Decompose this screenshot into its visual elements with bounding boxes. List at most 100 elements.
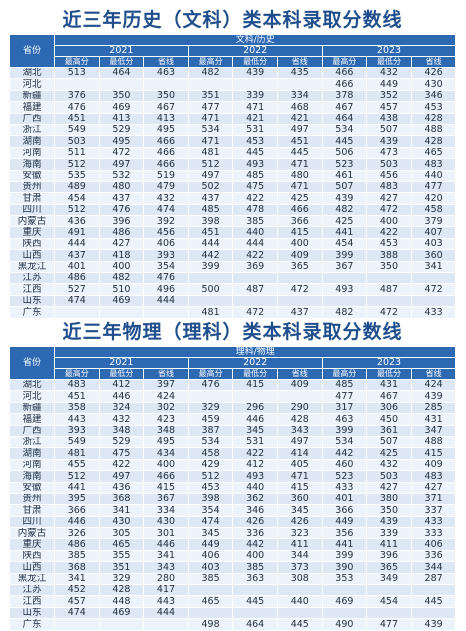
score-cell: 534	[321, 123, 368, 137]
score-cell: 427	[366, 192, 412, 205]
score-cell	[276, 78, 323, 91]
score-cell: 497	[98, 470, 145, 483]
score-cell: 511	[54, 146, 100, 160]
score-cell: 482	[321, 306, 368, 319]
score-cell: 529	[98, 435, 145, 449]
score-cell: 445	[276, 146, 323, 160]
score-cell: 475	[232, 180, 278, 194]
score-cell: 464	[98, 66, 145, 80]
score-cell: 476	[54, 101, 100, 114]
table-row: 广东 481 472 437 482 472 433	[9, 306, 457, 319]
table-row: 湖北 483 412 397 476 415 409 485 431 424	[9, 378, 457, 392]
score-cell: 403	[187, 561, 234, 574]
table-row: 广西 393 348 348 387 345 343 399 361 347	[9, 424, 457, 437]
subheader-cell: 最高分	[54, 56, 100, 68]
score-cell	[187, 272, 234, 285]
score-cell: 529	[98, 123, 145, 137]
province-header: 省份	[9, 34, 55, 68]
score-cell: 491	[54, 226, 100, 239]
score-cell: 437	[98, 192, 145, 205]
score-cell: 437	[54, 249, 100, 262]
score-cell: 512	[54, 158, 100, 171]
score-cell: 453	[232, 135, 278, 148]
score-cell: 334	[143, 504, 189, 517]
score-cell: 428	[276, 413, 323, 426]
score-cell: 472	[276, 283, 323, 296]
score-cell: 476	[187, 378, 234, 392]
score-cell: 449	[321, 515, 368, 529]
score-cell	[321, 294, 368, 308]
table-row: 河北 451 446 424 477 467 439	[9, 390, 457, 403]
score-cell: 407	[410, 226, 457, 239]
score-cell: 471	[232, 101, 278, 114]
score-cell	[187, 78, 234, 91]
score-cell: 506	[321, 146, 368, 160]
score-cell: 456	[143, 226, 189, 239]
score-cell: 451	[187, 226, 234, 239]
score-cell	[143, 78, 189, 91]
table-row: 安徽 441 436 415 453 440 415 433 427 427	[9, 481, 457, 494]
province-cell: 江西	[9, 283, 55, 296]
score-cell: 403	[410, 237, 457, 251]
score-cell: 326	[54, 527, 100, 540]
score-cell: 365	[366, 561, 412, 574]
score-cell: 296	[232, 401, 278, 415]
score-cell: 466	[321, 78, 368, 91]
score-cell: 453	[187, 481, 234, 494]
subheader-cell: 最高分	[54, 368, 100, 380]
score-cell: 442	[321, 447, 368, 460]
table-row: 内蒙古 436 396 392 398 385 366 425 400 379	[9, 215, 457, 228]
score-cell: 409	[276, 378, 323, 392]
province-cell: 山西	[9, 561, 55, 574]
score-cell: 346	[410, 89, 457, 103]
physics-table-body: 湖北 483 412 397 476 415 409 485 431 424 河北 451 446 424…	[9, 378, 457, 631]
score-cell: 471	[187, 135, 234, 148]
score-cell: 482	[187, 66, 234, 80]
score-cell: 422	[366, 226, 412, 239]
score-cell: 425	[276, 192, 323, 205]
score-cell: 468	[276, 101, 323, 114]
score-cell: 432	[366, 66, 412, 80]
score-cell: 535	[54, 169, 100, 182]
history-section: 近三年历史（文科）类本科录取分数线 省份 文科/历史 2021 2022 202…	[9, 6, 457, 319]
score-cell: 308	[276, 572, 323, 586]
score-cell: 393	[143, 249, 189, 262]
score-cell: 385	[187, 572, 234, 586]
score-cell: 478	[232, 203, 278, 217]
score-cell	[232, 390, 278, 403]
score-cell: 406	[410, 538, 457, 551]
score-cell: 510	[98, 283, 145, 296]
table-row: 贵州 489 480 479 502 475 471 507 483 477	[9, 180, 457, 194]
score-cell: 351	[187, 89, 234, 103]
score-cell: 507	[366, 123, 412, 137]
score-cell: 466	[143, 135, 189, 148]
score-cell: 440	[410, 169, 457, 182]
score-cell: 412	[98, 378, 145, 392]
province-cell: 河北	[9, 390, 55, 403]
score-cell: 439	[321, 192, 368, 205]
score-cell: 339	[366, 527, 412, 540]
score-cell: 439	[366, 515, 412, 529]
score-cell: 446	[143, 538, 189, 551]
score-cell: 392	[143, 215, 189, 228]
score-cell: 353	[321, 572, 368, 586]
province-cell: 广西	[9, 424, 55, 437]
score-cell: 471	[187, 112, 234, 125]
score-cell: 483	[410, 470, 457, 483]
score-cell: 474	[187, 515, 234, 529]
score-cell: 497	[276, 123, 323, 137]
score-cell: 454	[366, 595, 412, 608]
score-cell: 397	[143, 378, 189, 392]
province-cell: 新疆	[9, 89, 55, 103]
score-cell: 480	[276, 169, 323, 182]
score-cell: 336	[232, 527, 278, 540]
score-cell: 387	[187, 424, 234, 437]
score-cell: 329	[98, 572, 145, 586]
score-cell: 432	[143, 192, 189, 205]
province-cell: 黑龙江	[9, 260, 55, 274]
score-cell	[232, 584, 278, 597]
score-cell	[232, 294, 278, 308]
score-cell: 429	[187, 458, 234, 472]
score-cell: 345	[276, 504, 323, 517]
table-row: 河南 511 472 466 481 445 445 506 473 465	[9, 146, 457, 160]
